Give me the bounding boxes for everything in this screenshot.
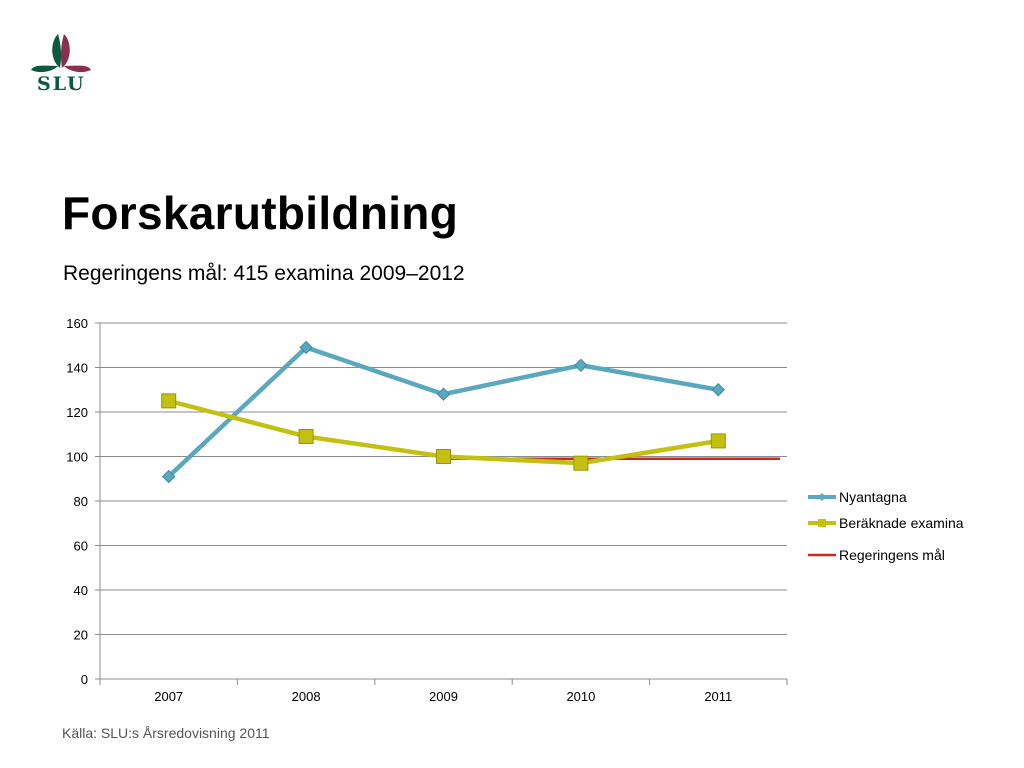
y-tick-label: 120 [66, 405, 88, 420]
slide-subtitle: Regeringens mål: 415 examina 2009–2012 [63, 262, 465, 285]
x-tick-label: 2011 [704, 689, 732, 704]
legend-marker [818, 519, 826, 527]
legend-marker [818, 493, 826, 501]
data-point-beraknade-examina [573, 455, 589, 471]
logo-right-leaf [64, 65, 91, 73]
logo-left-petal [52, 34, 62, 68]
logo-text: SLU [37, 73, 86, 95]
x-tick-label: 2010 [566, 689, 595, 704]
y-tick-label: 20 [74, 628, 88, 643]
legend-label: Regeringens mål [839, 547, 945, 563]
legend-label: Nyantagna [839, 489, 907, 505]
data-point-nyantagna [161, 469, 176, 484]
logo-left-leaf [31, 65, 58, 73]
slu-logo [31, 34, 91, 73]
data-point-nyantagna [711, 383, 726, 397]
data-point-beraknade-examina [298, 428, 314, 444]
data-point-beraknade-examina [436, 449, 451, 464]
y-tick-label: 140 [66, 361, 88, 376]
y-tick-label: 0 [81, 672, 88, 687]
x-tick-label: 2007 [154, 689, 183, 704]
data-point-beraknade-examina [710, 433, 726, 449]
y-tick-label: 60 [74, 539, 88, 554]
x-tick-label: 2008 [292, 689, 321, 704]
y-tick-label: 40 [74, 583, 88, 598]
data-point-beraknade-examina [161, 393, 177, 409]
x-tick-label: 2009 [429, 689, 458, 704]
data-point-nyantagna [574, 358, 588, 372]
source-note: Källa: SLU:s Årsredovisning 2011 [62, 725, 270, 741]
y-tick-label: 100 [66, 450, 88, 465]
y-tick-label: 160 [66, 316, 88, 331]
logo-right-petal [60, 34, 70, 68]
data-point-nyantagna [299, 340, 313, 355]
data-point-nyantagna [436, 387, 451, 401]
slide-title: Forskarutbildning [62, 187, 459, 239]
legend-label: Beräknade examina [839, 515, 964, 531]
y-tick-label: 80 [74, 494, 88, 509]
